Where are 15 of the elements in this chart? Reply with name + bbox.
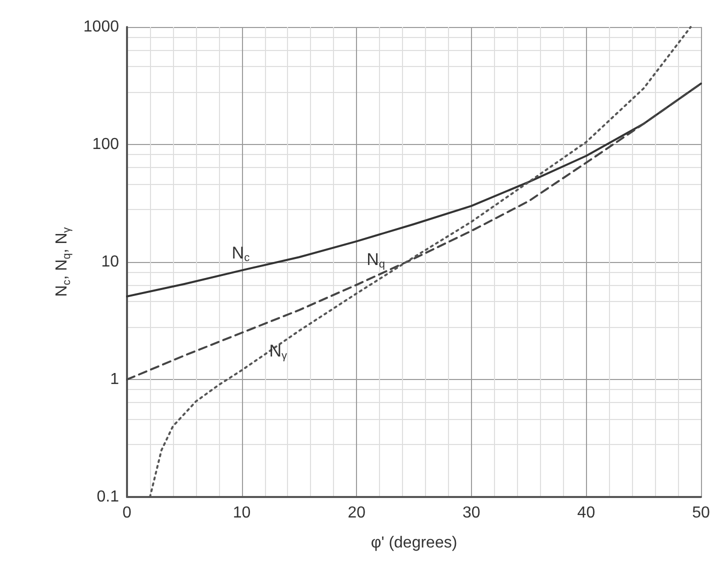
- x-tick-label: 20: [348, 504, 366, 522]
- line-series: [126, 82, 702, 380]
- x-tick-label: 40: [577, 504, 596, 522]
- y-tick-label: 1000: [83, 18, 120, 36]
- x-tick-label: 30: [462, 504, 480, 522]
- y-axis-title: Nc, Nq, Nγ: [54, 226, 74, 297]
- y-tick-label: 1: [110, 371, 120, 388]
- y-tick-label: 10: [101, 254, 120, 270]
- y-tick-label: 0.1: [96, 488, 120, 506]
- y-tick-label: 100: [92, 136, 120, 153]
- x-tick-label: 0: [122, 504, 132, 522]
- line-series: [126, 82, 702, 298]
- x-tick-label: 10: [232, 504, 251, 522]
- x-tick-label: 50: [692, 504, 710, 522]
- x-axis-title: φ' (degrees): [370, 534, 458, 552]
